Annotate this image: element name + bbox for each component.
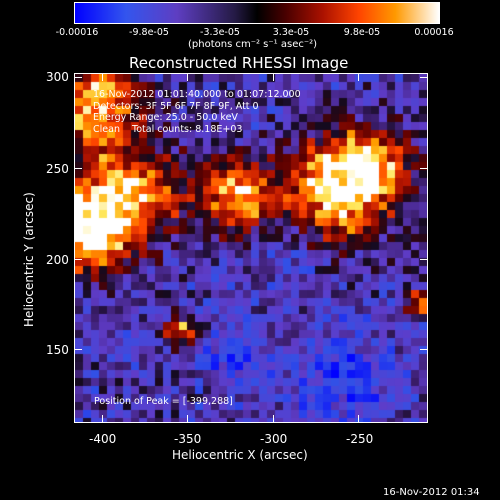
tick-mark — [102, 415, 103, 423]
x-tick: -300 — [260, 432, 288, 446]
tick-mark — [420, 77, 428, 78]
colorbar-gradient — [75, 3, 439, 23]
tick-mark — [74, 259, 82, 260]
y-axis-label: Heliocentric Y (arcsec) — [22, 192, 36, 327]
tick-mark — [420, 349, 428, 350]
tick-mark — [187, 73, 188, 81]
tick-mark — [74, 77, 82, 78]
x-axis-label: Heliocentric X (arcsec) — [172, 448, 308, 462]
plot-title: Reconstructed RHESSI Image — [129, 54, 349, 72]
tick-mark — [102, 73, 103, 81]
rhessi-image — [74, 73, 428, 423]
x-tick: -250 — [346, 432, 374, 446]
tick-mark — [420, 168, 428, 169]
energy-range: Energy Range: 25.0 - 50.0 keV — [93, 112, 238, 123]
y-tick: 200 — [46, 253, 69, 267]
colorbar-tick: -9.8e-05 — [129, 27, 169, 38]
y-tick: 250 — [46, 162, 69, 176]
tick-mark — [358, 415, 359, 423]
x-tick: -350 — [174, 432, 202, 446]
colorbar-tick: 9.8e-05 — [343, 27, 381, 38]
time-range: 16-Nov-2012 01:01:40.000 to 01:07:12.000 — [93, 89, 301, 100]
colorbar-tick: 0.00016 — [414, 27, 454, 38]
colorbar-ticks: -0.00016 -9.8e-05 -3.3e-05 3.3e-05 9.8e-… — [0, 27, 500, 39]
colorbar — [74, 2, 440, 24]
tick-mark — [187, 415, 188, 423]
colorbar-tick: 3.3e-05 — [272, 27, 310, 38]
tick-mark — [273, 73, 274, 81]
tick-mark — [74, 168, 82, 169]
heatmap-canvas — [75, 74, 427, 422]
peak-position: Position of Peak = [-399,288] — [94, 396, 233, 407]
colorbar-tick: -3.3e-05 — [200, 27, 240, 38]
image-info: 16-Nov-2012 01:01:40.000 to 01:07:12.000… — [93, 89, 301, 135]
detectors: Detectors: 3F 5F 6F 7F 8F 9F, Att 0 — [93, 100, 259, 112]
tick-mark — [358, 73, 359, 81]
tick-mark — [420, 259, 428, 260]
tick-mark — [74, 349, 82, 350]
colorbar-tick: -0.00016 — [55, 27, 99, 38]
y-tick: 300 — [46, 70, 69, 84]
x-tick: -400 — [89, 432, 117, 446]
y-tick: 150 — [46, 343, 69, 357]
timestamp: 16-Nov-2012 01:34 — [383, 487, 480, 498]
tick-mark — [273, 415, 274, 423]
colorbar-unit: (photons cm⁻² s⁻¹ asec⁻²) — [188, 39, 318, 50]
clean-counts: Clean Total counts: 8.18E+03 — [93, 123, 243, 135]
